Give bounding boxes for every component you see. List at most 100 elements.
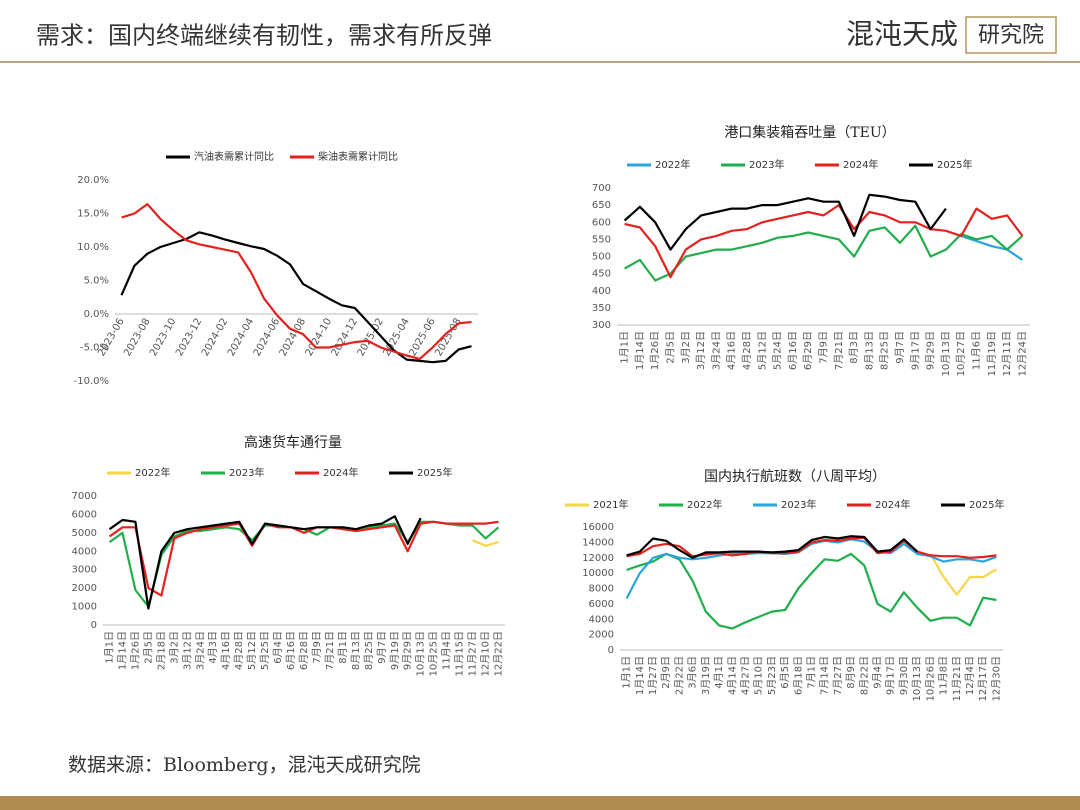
legend-label: 2024年 xyxy=(875,498,910,511)
series-line xyxy=(625,538,997,600)
y-tick-label: 12000 xyxy=(582,553,614,564)
y-tick-label: 0 xyxy=(91,620,97,631)
x-tick-label: 9月29日 xyxy=(402,631,414,670)
y-tick-label: 2000 xyxy=(589,630,614,641)
x-tick-label: 1月1日 xyxy=(619,331,631,364)
legend-label: 2023年 xyxy=(749,158,784,171)
y-tick-label: 700 xyxy=(592,183,611,194)
y-tick-label: 5.0% xyxy=(84,276,109,287)
x-tick-label: 12月24日 xyxy=(1016,331,1028,376)
y-tick-label: 400 xyxy=(592,286,611,297)
x-tick-label: 6月5日 xyxy=(779,656,791,689)
x-tick-label: 11月19日 xyxy=(986,331,998,376)
legend-label: 2025年 xyxy=(937,158,972,171)
page-title: 需求：国内终端继续有韧性，需求有所反弹 xyxy=(36,22,492,50)
x-tick-label: 5月12日 xyxy=(756,331,768,370)
source-note: 数据来源：Bloomberg，混沌天成研究院 xyxy=(68,754,421,776)
x-tick-label: 9月7日 xyxy=(376,631,388,664)
x-tick-label: 1月14日 xyxy=(116,631,128,670)
x-tick-label: 6月28日 xyxy=(298,631,310,670)
x-tick-label: 3月2日 xyxy=(168,631,180,664)
y-tick-label: 500 xyxy=(592,252,611,263)
legend-label: 2025年 xyxy=(417,466,452,479)
footer-bar xyxy=(0,796,1080,810)
x-tick-label: 11月21日 xyxy=(951,656,963,701)
x-tick-label: 12月4日 xyxy=(964,656,976,695)
x-tick-label: 4月14日 xyxy=(726,656,738,695)
x-tick-label: 10月26日 xyxy=(924,656,936,701)
chart-title: 高速货车通行量 xyxy=(244,434,342,451)
legend-label: 2022年 xyxy=(655,158,690,171)
series-line xyxy=(624,204,1024,279)
y-tick-label: 10.0% xyxy=(77,242,109,253)
x-tick-label: 9月7日 xyxy=(894,331,906,364)
x-tick-label: 1月27日 xyxy=(647,656,659,695)
x-tick-label: 8月3日 xyxy=(848,331,860,364)
y-tick-label: 650 xyxy=(592,200,611,211)
y-tick-label: 0 xyxy=(608,645,614,656)
x-tick-label: 3月12日 xyxy=(695,331,707,370)
x-tick-label: 7月14日 xyxy=(819,656,831,695)
chart-title: 国内执行航班数（八周平均） xyxy=(704,469,886,485)
legend-label: 2024年 xyxy=(323,466,358,479)
x-tick-label: 5月25日 xyxy=(259,631,271,670)
x-tick-label: 9月29日 xyxy=(925,331,937,370)
series-line xyxy=(108,515,422,610)
logo-name: 混沌天成 xyxy=(846,18,958,51)
y-tick-label: 6000 xyxy=(72,509,97,520)
logo-sub: 研究院 xyxy=(978,23,1044,48)
y-tick-label: 14000 xyxy=(582,537,614,548)
chart-title: 港口集装箱吞吐量（TEU） xyxy=(724,124,895,141)
series-line xyxy=(929,553,997,596)
x-tick-label: 12月17日 xyxy=(977,656,989,701)
x-tick-label: 1月26日 xyxy=(129,631,141,670)
x-tick-label: 8月25日 xyxy=(879,331,891,370)
legend-label: 汽油表需累计同比 xyxy=(194,150,274,163)
x-tick-label: 7月1日 xyxy=(806,656,818,689)
x-tick-label: 2月5日 xyxy=(142,631,154,664)
x-tick-label: 3月19日 xyxy=(700,656,712,695)
x-tick-label: 9月4日 xyxy=(872,656,884,689)
series-line xyxy=(960,234,1024,261)
x-tick-label: 1月14日 xyxy=(634,656,646,695)
x-tick-label: 10月13日 xyxy=(911,656,923,701)
series-line xyxy=(121,203,472,360)
legend-label: 柴油表需累计同比 xyxy=(318,150,398,163)
x-tick-label: 4月16日 xyxy=(726,331,738,370)
y-tick-label: 4000 xyxy=(72,546,97,557)
x-tick-label: 8月13日 xyxy=(350,631,362,670)
x-tick-label: 3月2日 xyxy=(680,331,692,364)
x-tick-label: 9月17日 xyxy=(885,656,897,695)
x-tick-label: 4月28日 xyxy=(233,631,245,670)
x-tick-label: 11月4日 xyxy=(441,631,453,670)
y-tick-label: 3000 xyxy=(72,565,97,576)
x-tick-label: 3月6日 xyxy=(687,656,699,689)
x-tick-label: 11月27日 xyxy=(467,631,479,676)
x-tick-label: 12月22日 xyxy=(493,631,505,676)
legend-label: 2023年 xyxy=(229,466,264,479)
x-tick-label: 8月22日 xyxy=(858,656,870,695)
x-tick-label: 11月15日 xyxy=(454,631,466,676)
series-line xyxy=(623,193,947,251)
x-tick-label: 6月29日 xyxy=(802,331,814,370)
y-tick-label: 1000 xyxy=(72,602,97,613)
y-tick-label: 5000 xyxy=(72,528,97,539)
x-tick-label: 12月10日 xyxy=(480,631,492,676)
x-tick-label: 2月18日 xyxy=(155,631,167,670)
y-tick-label: 600 xyxy=(592,217,611,228)
y-tick-label: 7000 xyxy=(72,491,97,502)
y-tick-label: 6000 xyxy=(589,599,614,610)
x-tick-label: 6月4日 xyxy=(272,631,284,664)
x-tick-label: 6月16日 xyxy=(285,631,297,670)
x-tick-label: 8月9日 xyxy=(845,656,857,689)
x-tick-label: 9月17日 xyxy=(909,331,921,370)
x-tick-label: 4月1日 xyxy=(713,656,725,689)
series-line xyxy=(626,536,997,559)
x-tick-label: 7月27日 xyxy=(832,656,844,695)
logo-box xyxy=(965,16,1057,54)
y-tick-label: 350 xyxy=(592,303,611,314)
legend-label: 2025年 xyxy=(969,498,1004,511)
series-line xyxy=(120,231,472,364)
x-tick-label: 8月25日 xyxy=(363,631,375,670)
